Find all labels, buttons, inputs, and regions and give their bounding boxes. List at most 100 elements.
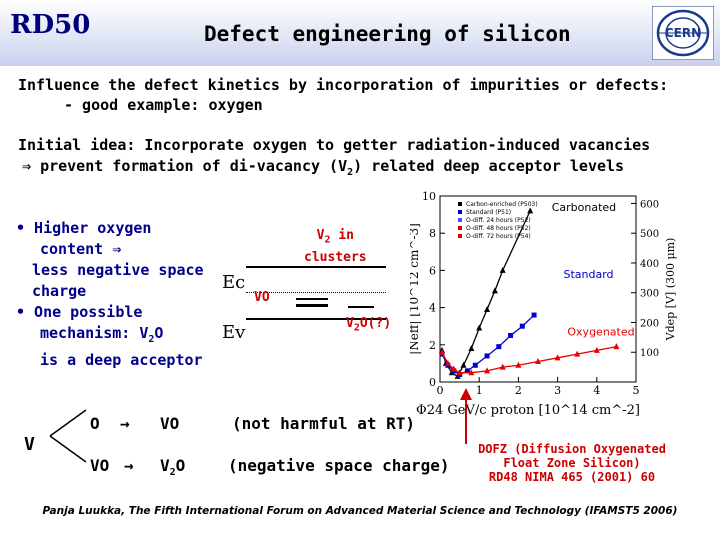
vacancy-symbol: V — [24, 434, 35, 455]
data-point — [468, 369, 475, 376]
x-tick-label: 3 — [554, 384, 561, 397]
data-point — [444, 359, 451, 366]
data-point — [613, 343, 620, 350]
cern-logo-icon: CERN — [652, 6, 714, 60]
idea-line-2: ⇒ prevent formation of di-vacancy (V2) r… — [22, 157, 625, 178]
band-diagram — [240, 220, 420, 370]
reaction-2-note: (negative space charge) — [228, 456, 450, 475]
y-right-axis-label: Vdep [V] (300 μm) — [664, 238, 677, 342]
idea-line-1: Initial idea: Incorporate oxygen to gett… — [18, 136, 651, 154]
ec-label: Ec — [222, 272, 246, 293]
neff-fluence-chart: 0 1 2 3 4 5 0 2 4 6 8 10 100 200 300 400 500 600 Φ24 GeV/c… — [410, 190, 677, 418]
reaction-fork-icon — [49, 409, 87, 463]
data-point — [484, 367, 491, 374]
data-point — [535, 358, 541, 365]
legend-entry: O-diff. 24 hours (P52) — [466, 217, 531, 224]
y-right-tick-label: 500 — [640, 229, 659, 240]
reaction-1-arrow-icon: → — [120, 414, 130, 433]
x-axis-label: Φ24 GeV/c proton [10^14 cm^-2] — [416, 403, 640, 418]
y-tick-label: 8 — [429, 227, 436, 240]
bullet-2-line-3: is a deep acceptor — [40, 351, 203, 369]
x-tick-label: 1 — [476, 384, 483, 397]
legend-marker — [458, 226, 462, 230]
x-tick-label: 0 — [437, 384, 444, 397]
data-point — [508, 333, 514, 338]
data-point — [491, 287, 498, 294]
data-point — [515, 361, 522, 368]
data-point — [574, 350, 581, 357]
data-point — [554, 354, 561, 361]
implies-arrow-icon: ⇒ — [22, 157, 32, 175]
data-point — [593, 346, 600, 353]
legend-entry: Standard (P51) — [466, 209, 511, 216]
y-right-tick-label: 400 — [640, 259, 659, 270]
y-tick-label: 10 — [422, 190, 436, 203]
data-point — [476, 324, 483, 331]
conduction-band-line — [246, 266, 386, 268]
reaction-1-reactant: O — [90, 414, 100, 433]
data-point — [499, 266, 506, 273]
curve-label-carbonated: Carbonated — [552, 201, 616, 214]
y-tick-label: 0 — [429, 376, 436, 389]
v2-cluster-level-2 — [296, 305, 328, 307]
y-tick-label: 2 — [429, 339, 436, 352]
y-right-tick-label: 200 — [640, 318, 659, 329]
footer-citation: Panja Luukka, The Fifth International Fo… — [42, 505, 678, 517]
data-point — [484, 305, 491, 312]
y-right-tick-label: 600 — [640, 199, 659, 210]
data-point — [519, 323, 525, 329]
bullet-2-line-1: • One possible — [16, 303, 143, 321]
data-point — [438, 348, 445, 355]
data-point — [499, 363, 506, 370]
curve-label-oxygenated: Oxygenated — [567, 326, 634, 339]
y-tick-label: 4 — [429, 302, 436, 315]
bullet-1-line-2: content ⇒ — [40, 240, 122, 258]
data-point — [527, 207, 534, 214]
curve-label-standard: Standard — [563, 268, 613, 281]
intro-line-1: Influence the defect kinetics by incorpo… — [18, 76, 669, 94]
data-point — [531, 312, 537, 318]
x-tick-label: 5 — [633, 384, 640, 397]
page-title: Defect engineering of silicon — [204, 22, 571, 46]
reaction-1-note: (not harmful at RT) — [232, 414, 416, 433]
reaction-2-product: V2O — [160, 456, 186, 479]
bullet-1-line-4: charge — [32, 282, 87, 300]
legend-entry: O-diff. 48 hours (P52) — [466, 225, 531, 232]
y-tick-label: 6 — [429, 264, 436, 277]
data-point — [472, 362, 478, 368]
reaction-1-product: VO — [160, 414, 180, 433]
ev-label: Ev — [222, 322, 246, 343]
v2-clusters-label: V2 in clusters — [304, 228, 367, 265]
data-point — [464, 368, 470, 374]
bullet-1-line-3: less negative space — [32, 261, 204, 279]
y-axis-label: |Neff| [10^12 cm^-3] — [410, 223, 421, 355]
y-right-tick-label: 300 — [640, 289, 659, 300]
bullet-list: • Higher oxygen content ⇒ less negative … — [16, 218, 204, 371]
legend-entry: O-diff. 72 hours (P54) — [466, 233, 531, 240]
legend-marker — [458, 210, 462, 214]
header-band — [0, 0, 720, 66]
bullet-2-line-2: mechanism: V2O — [40, 324, 164, 345]
svg-text:CERN: CERN — [665, 26, 701, 40]
intro-line-2: - good example: oxygen — [64, 96, 263, 114]
x-tick-label: 4 — [593, 384, 600, 397]
v2o-label: V2O(?) — [346, 316, 392, 334]
data-point — [496, 344, 502, 350]
valence-band-line — [246, 318, 386, 320]
reaction-2-arrow-icon: → — [124, 456, 134, 475]
v2o-level — [348, 306, 374, 308]
legend-marker — [458, 202, 462, 206]
x-tick-label: 2 — [515, 384, 522, 397]
data-point — [484, 353, 490, 359]
brand-logo-text: RD50 — [10, 10, 91, 40]
fermi-dotted-line — [246, 292, 386, 293]
y-right-tick-label: 100 — [640, 348, 659, 359]
vo-label: VO — [254, 290, 270, 305]
bullet-1-line-1: • Higher oxygen — [16, 219, 152, 237]
dofz-note: DOFZ (Diffusion Oxygenated Float Zone Si… — [478, 442, 666, 484]
data-point — [450, 365, 457, 372]
data-point — [456, 369, 463, 376]
legend-marker — [458, 234, 462, 238]
legend-marker — [458, 218, 462, 222]
reaction-2-reactant: VO — [90, 456, 110, 475]
